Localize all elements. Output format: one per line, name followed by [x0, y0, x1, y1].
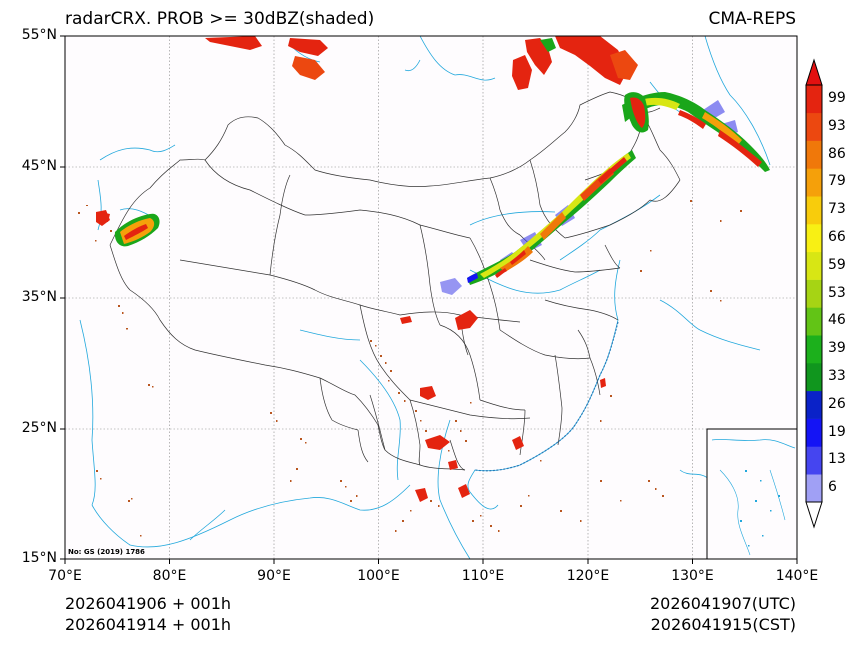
init-time-utc: 2026041906 + 001h — [65, 594, 232, 613]
colorbar-tick-label: 19 — [828, 423, 846, 440]
northeast-band — [622, 92, 770, 172]
colorbar-tick-label: 39 — [828, 340, 846, 357]
lon-label: 90°E — [257, 568, 291, 584]
colorbar-segment — [806, 224, 822, 253]
colorbar — [805, 58, 823, 529]
colorbar-segment — [806, 307, 822, 336]
colorbar-segment — [806, 446, 822, 475]
map-frame — [65, 36, 797, 559]
colorbar-tick-label: 53 — [828, 284, 846, 301]
colorbar-segment — [806, 196, 822, 225]
colorbar-tick-label: 79 — [828, 173, 846, 190]
lat-label: 25°N — [21, 420, 57, 436]
colorbar-segment — [806, 418, 822, 447]
xinjiang-cell — [96, 210, 160, 247]
colorbar-segment — [806, 279, 822, 308]
colorbar-segment — [806, 335, 822, 364]
colorbar-over-arrow — [805, 58, 823, 86]
colorbar-segment — [806, 474, 822, 503]
model-name: CMA-REPS — [708, 9, 796, 29]
coastal-band — [474, 321, 619, 472]
colorbar-under-arrow — [805, 501, 823, 529]
province-borders — [109, 91, 681, 471]
colorbar-tick-label: 6 — [828, 479, 837, 496]
coastlines — [79, 36, 771, 559]
colorbar-segment — [806, 140, 822, 169]
colorbar-segment — [806, 363, 822, 392]
colorbar-tick-label: 66 — [828, 228, 846, 245]
lat-label: 35°N — [21, 289, 57, 305]
colorbar-tick-label: 59 — [828, 256, 846, 273]
colorbar-segment — [806, 112, 822, 141]
map-title: radarCRX. PROB >= 30dBZ(shaded) — [65, 9, 375, 29]
lon-label: 140°E — [775, 568, 819, 584]
south-cells — [100, 212, 606, 502]
colorbar-tick-label: 46 — [828, 312, 846, 329]
lon-label: 120°E — [566, 568, 610, 584]
frontal-band — [467, 150, 636, 285]
lon-label: 100°E — [357, 568, 400, 584]
colorbar-tick-label: 99 — [828, 89, 846, 106]
valid-time-utc: 2026041907(UTC) — [650, 594, 796, 613]
lat-label: 15°N — [21, 550, 57, 566]
valid-time-cst: 2026041915(CST) — [650, 615, 796, 634]
south-china-sea-inset — [706, 428, 797, 559]
colorbar-segment — [806, 251, 822, 280]
lat-label: 55°N — [21, 27, 57, 43]
lon-label: 80°E — [152, 568, 187, 584]
colorbar-tick-label: 73 — [828, 201, 846, 218]
colorbar-tick-label: 93 — [828, 117, 846, 134]
gridlines — [65, 36, 797, 559]
colorbar-tick-label: 26 — [828, 395, 846, 412]
lon-label: 70°E — [48, 568, 82, 584]
colorbar-tick-label: 86 — [828, 145, 846, 162]
colorbar-segment — [806, 390, 822, 419]
colorbar-tick-label: 33 — [828, 367, 846, 384]
colorbar-segment — [806, 85, 822, 114]
colorbar-segment — [806, 168, 822, 197]
colorbar-tick-label: 13 — [828, 451, 846, 468]
map-review-number: No: GS (2019) 1786 — [68, 548, 145, 556]
init-time-cst: 2026041914 + 001h — [65, 615, 232, 634]
lon-label: 110°E — [461, 568, 505, 584]
north-cells — [205, 36, 638, 90]
lat-label: 45°N — [21, 158, 57, 174]
axis-ticks — [60, 35, 798, 564]
lon-label: 130°E — [671, 568, 714, 584]
